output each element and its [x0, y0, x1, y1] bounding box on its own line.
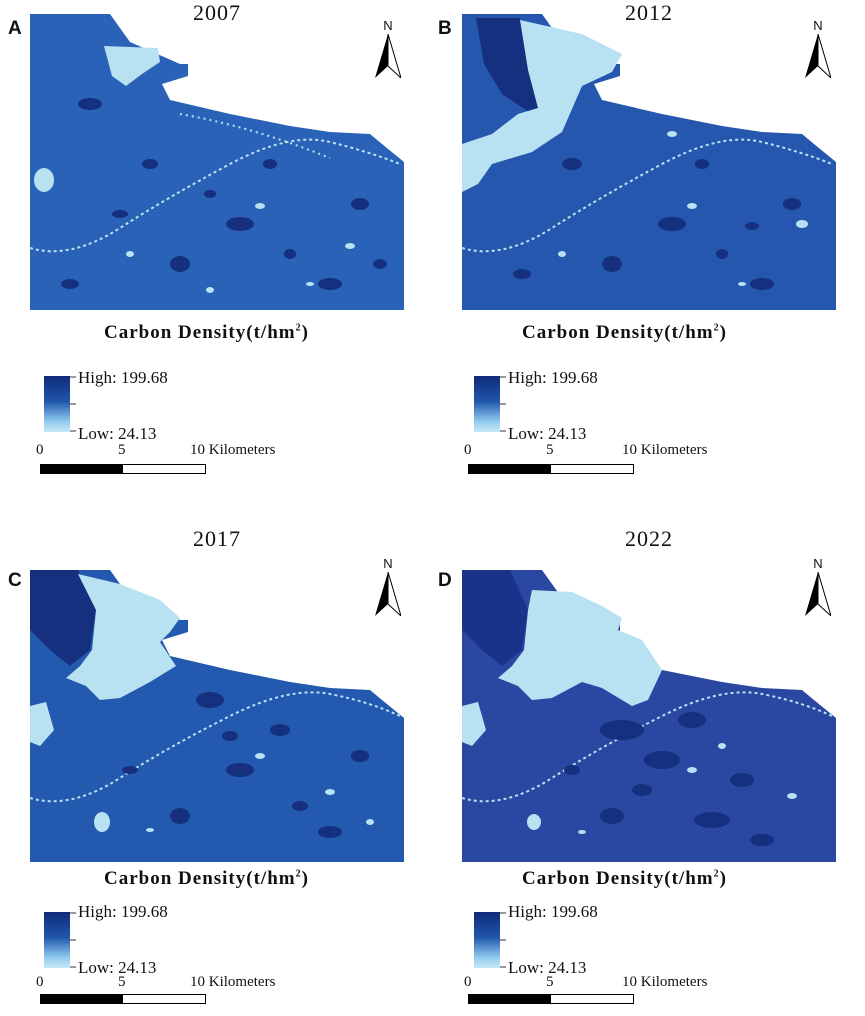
forest-patches [564, 712, 774, 846]
scale-mid: 5 [118, 442, 126, 458]
legend-high-label: High: 199.68 [508, 902, 598, 921]
dark-forest-block [462, 570, 528, 666]
reservoir-patch [104, 46, 160, 86]
reservoir-patch [462, 20, 622, 192]
legend-title: Carbon Density(t/hm2) [522, 322, 727, 343]
north-arrow-icon [805, 34, 831, 78]
scale-end: 10 Kilometers [190, 974, 276, 990]
legend-color-ramp [474, 376, 500, 432]
scale-end: 10 Kilometers [622, 974, 708, 990]
reservoir-patch [30, 702, 54, 746]
dark-forest-block [476, 18, 542, 114]
panel-year: 2007 [193, 0, 241, 25]
scale-labels: 0 5 10 Kilometers [0, 974, 320, 994]
light-patches [126, 203, 355, 293]
scale-mid: 5 [118, 974, 126, 990]
north-arrow: N [803, 556, 833, 616]
legend-ticks [70, 376, 76, 432]
scale-mid: 5 [546, 442, 554, 458]
panel-year: 2017 [193, 526, 241, 551]
reservoir-patch [66, 574, 180, 700]
legend-color-ramp [474, 912, 500, 968]
panel-b: B 2012 N Carbon Density(t/hm2) High: 199… [430, 0, 860, 500]
scale-mid: 5 [546, 974, 554, 990]
north-arrow-icon [805, 572, 831, 616]
carbon-density-map [462, 570, 836, 862]
north-arrow-icon [375, 34, 401, 78]
north-arrow: N [803, 18, 833, 78]
panel-letter: A [8, 18, 22, 39]
panel-d: D 2022 N Carbon Density(t/hm2) High: 199… [430, 516, 860, 1016]
scale-end: 10 Kilometers [622, 442, 708, 458]
north-label: N [383, 18, 393, 33]
scale-bar [468, 464, 634, 474]
panel-a: A 2007 N Carbon Density(t/hm2) High: 199… [0, 0, 430, 500]
panel-letter: D [438, 570, 452, 591]
panel-letter: C [8, 570, 22, 591]
legend-low-label: Low: 24.13 [78, 958, 157, 977]
legend-color-ramp [44, 912, 70, 968]
legend-low-label: Low: 24.13 [78, 424, 157, 443]
legend-low-label: Low: 24.13 [508, 958, 587, 977]
forest-patches [122, 692, 369, 838]
reservoir-patch [498, 590, 662, 706]
lake-patch [34, 168, 54, 192]
legend-ticks [70, 912, 76, 968]
panel-letter: B [438, 18, 452, 39]
north-arrow-icon [375, 572, 401, 616]
light-patches [558, 131, 808, 286]
north-label: N [383, 556, 393, 571]
legend-color-ramp [44, 376, 70, 432]
scale-labels: 0 5 10 Kilometers [0, 442, 320, 462]
legend-title: Carbon Density(t/hm2) [104, 868, 309, 889]
scale-zero: 0 [36, 974, 44, 990]
legend-title: Carbon Density(t/hm2) [522, 868, 727, 889]
legend-low-label: Low: 24.13 [508, 424, 587, 443]
panel-c: C 2017 N Carbon Density(t/hm2) High: 199… [0, 516, 430, 1016]
study-area [30, 14, 404, 310]
scale-bar [40, 464, 206, 474]
panel-year: 2022 [625, 526, 673, 551]
legend-high-label: High: 199.68 [78, 368, 168, 387]
scale-bar [468, 994, 634, 1004]
legend-ticks [500, 376, 506, 432]
north-label: N [813, 556, 823, 571]
north-arrow: N [373, 556, 403, 616]
carbon-density-map [30, 570, 404, 862]
carbon-density-map [462, 14, 836, 310]
scale-end: 10 Kilometers [190, 442, 276, 458]
forest-patches [513, 158, 801, 290]
river-line [462, 138, 833, 253]
scale-zero: 0 [464, 974, 472, 990]
legend-high-label: High: 199.68 [78, 902, 168, 921]
legend-high-label: High: 199.68 [508, 368, 598, 387]
scale-zero: 0 [464, 442, 472, 458]
north-label: N [813, 18, 823, 33]
legend-ticks [500, 912, 506, 968]
carbon-density-map [30, 14, 404, 310]
scale-labels: 0 5 10 Kilometers [430, 442, 750, 462]
forest-patches [61, 98, 387, 290]
light-patches [94, 753, 374, 832]
light-patches [527, 743, 797, 834]
scale-labels: 0 5 10 Kilometers [430, 974, 750, 994]
reservoir-patch [462, 702, 486, 746]
scale-bar [40, 994, 206, 1004]
legend-title: Carbon Density(t/hm2) [104, 322, 309, 343]
scale-zero: 0 [36, 442, 44, 458]
north-arrow: N [373, 18, 403, 78]
panel-year: 2012 [625, 0, 673, 25]
dark-forest-block [30, 570, 96, 666]
river-line [30, 138, 401, 253]
